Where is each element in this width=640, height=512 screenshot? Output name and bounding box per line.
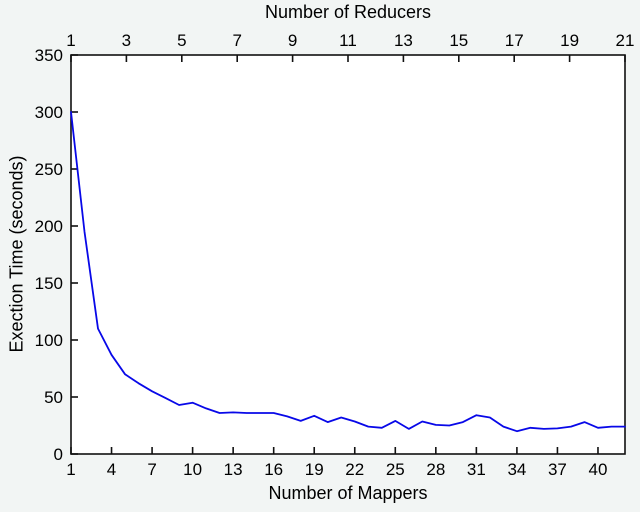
y-axis-tick-label: 350 <box>35 46 63 65</box>
y-axis-tick-label: 250 <box>35 160 63 179</box>
top-axis-title: Number of Reducers <box>264 2 432 22</box>
top-axis-tick-label: 9 <box>288 31 297 50</box>
plot-area <box>70 54 626 455</box>
x-axis-tick-label: 1 <box>66 460 75 479</box>
top-axis-tick-label: 17 <box>505 31 524 50</box>
x-axis-tick-label: 22 <box>345 460 364 479</box>
y-axis-tick-label: 300 <box>35 103 63 122</box>
top-axis-tick-label: 5 <box>177 31 186 50</box>
top-axis-tick-label: 13 <box>394 31 413 50</box>
x-axis-tick-label: 31 <box>467 460 486 479</box>
x-axis-tick-label: 16 <box>264 460 283 479</box>
top-axis-tick-label: 15 <box>449 31 468 50</box>
x-axis-tick-label: 28 <box>426 460 445 479</box>
x-axis-tick-label: 19 <box>305 460 324 479</box>
x-axis-tick-label: 34 <box>507 460 526 479</box>
x-axis-tick-label: 4 <box>107 460 116 479</box>
x-axis-tick-label: 7 <box>147 460 156 479</box>
x-axis-tick-label: 13 <box>224 460 243 479</box>
y-axis-title: Exection Time (seconds) <box>6 155 27 353</box>
top-axis-tick-label: 1 <box>66 31 75 50</box>
top-axis-tick-label: 21 <box>616 31 635 50</box>
y-axis-tick-label: 0 <box>54 445 63 464</box>
x-axis-title: Number of Mappers <box>268 483 428 503</box>
x-axis-tick-label: 40 <box>589 460 608 479</box>
y-axis-tick-label: 50 <box>44 388 63 407</box>
x-axis-tick-label: 37 <box>548 460 567 479</box>
y-axis-tick-label: 100 <box>35 331 63 350</box>
x-axis-tick-label: 25 <box>386 460 405 479</box>
y-axis-tick-label: 150 <box>35 274 63 293</box>
top-axis-tick-label: 11 <box>339 31 357 50</box>
y-axis-tick-label: 200 <box>35 217 63 236</box>
top-axis-tick-label: 3 <box>122 31 131 50</box>
top-axis-tick-label: 19 <box>560 31 579 50</box>
x-axis-tick-label: 10 <box>183 460 202 479</box>
execution-time-line <box>70 111 626 433</box>
top-axis-tick-label: 7 <box>232 31 241 50</box>
